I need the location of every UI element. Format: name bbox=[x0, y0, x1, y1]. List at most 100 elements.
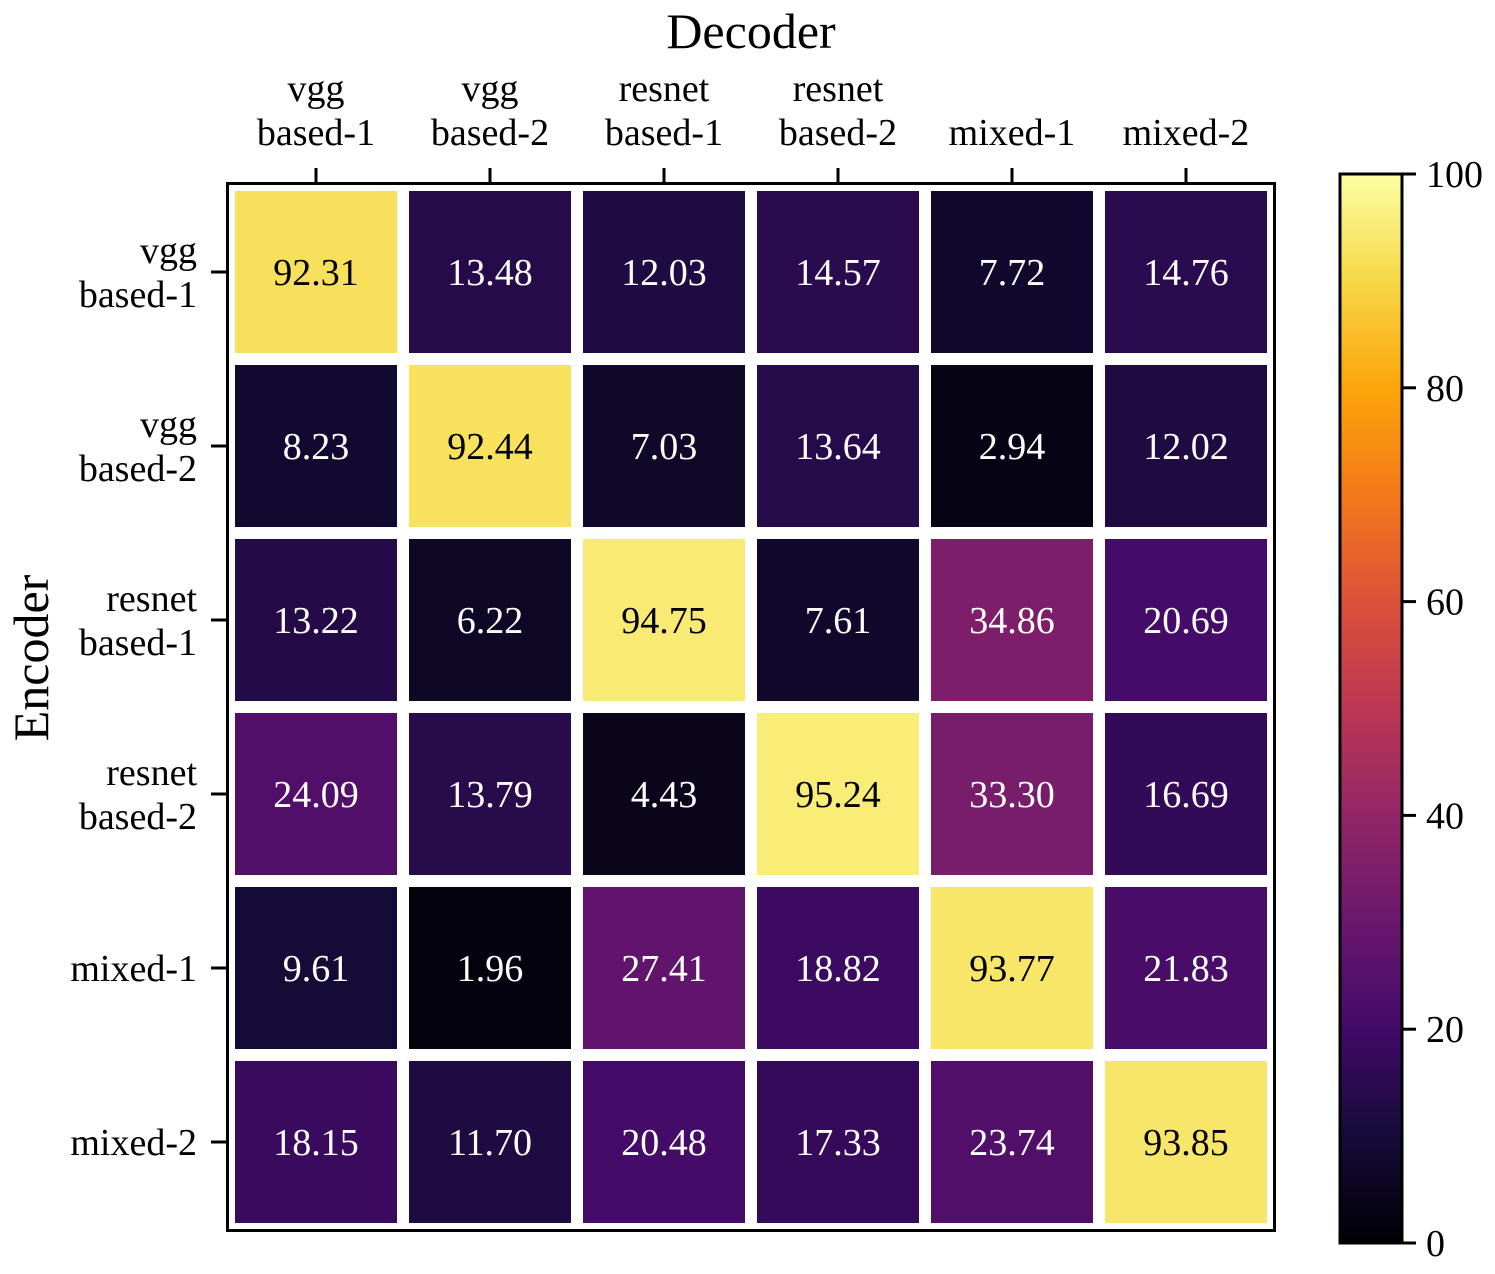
cell-value-label: 17.33 bbox=[795, 1122, 881, 1164]
colorbar-ticks: 0 20 40 60 80 100 bbox=[1402, 154, 1483, 1265]
x-axis-title: Decoder bbox=[666, 3, 836, 59]
x-tick-label: based-2 bbox=[431, 112, 549, 154]
x-axis-ticks: vggbased-1vggbased-2resnetbased-1resnetb… bbox=[257, 68, 1249, 184]
cell-value-label: 13.79 bbox=[447, 774, 533, 816]
cell-value-label: 95.24 bbox=[795, 774, 881, 816]
x-tick-label: resnet bbox=[619, 68, 710, 110]
colorbar-tick-label: 100 bbox=[1426, 154, 1483, 196]
cell-value-label: 93.77 bbox=[969, 948, 1055, 990]
heatmap-cell bbox=[583, 1061, 745, 1223]
heatmap-cell bbox=[1105, 713, 1267, 875]
y-tick-label: mixed-1 bbox=[70, 948, 197, 990]
heatmap-cell-labels: 92.31 13.48 12.03 14.57 7.72 14.76 8.23 92.44 7.… bbox=[273, 252, 1229, 1164]
heatmap-cell bbox=[1105, 539, 1267, 701]
heatmap-cell bbox=[235, 1061, 397, 1223]
heatmap-cell bbox=[931, 1061, 1093, 1223]
heatmap-cell bbox=[409, 365, 571, 527]
x-tick-label: mixed-2 bbox=[1123, 112, 1250, 154]
heatmap-cells bbox=[235, 191, 1267, 1223]
cell-value-label: 4.43 bbox=[631, 774, 698, 816]
colorbar-tick-label: 20 bbox=[1426, 1009, 1464, 1051]
heatmap-cell bbox=[931, 887, 1093, 1049]
cell-value-label: 92.44 bbox=[447, 426, 533, 468]
heatmap-cell bbox=[931, 539, 1093, 701]
heatmap-cell bbox=[757, 365, 919, 527]
colorbar-tick-label: 60 bbox=[1426, 582, 1464, 624]
heatmap-cell bbox=[1105, 191, 1267, 353]
cell-value-label: 7.61 bbox=[805, 600, 872, 642]
cell-value-label: 33.30 bbox=[969, 774, 1055, 816]
cell-value-label: 18.15 bbox=[273, 1122, 359, 1164]
cell-value-label: 13.64 bbox=[795, 426, 881, 468]
cell-value-label: 13.22 bbox=[273, 600, 359, 642]
colorbar-tick-label: 0 bbox=[1426, 1223, 1445, 1265]
y-axis-ticks: vggbased-1vggbased-2resnetbased-1resnetb… bbox=[70, 230, 228, 1164]
cell-value-label: 8.23 bbox=[283, 426, 350, 468]
y-axis-title: Encoder bbox=[3, 574, 59, 741]
cell-value-label: 13.48 bbox=[447, 252, 533, 294]
cell-value-label: 7.03 bbox=[631, 426, 698, 468]
colorbar-frame bbox=[1338, 172, 1404, 1245]
colorbar-tick-label: 40 bbox=[1426, 795, 1464, 837]
heatmap-cell bbox=[235, 887, 397, 1049]
heatmap-cell bbox=[1105, 1061, 1267, 1223]
cell-value-label: 24.09 bbox=[273, 774, 359, 816]
heatmap-cell bbox=[235, 191, 397, 353]
cell-value-label: 1.96 bbox=[457, 948, 524, 990]
x-tick-label: based-2 bbox=[779, 112, 897, 154]
heatmap-cell bbox=[931, 191, 1093, 353]
cell-value-label: 11.70 bbox=[448, 1122, 532, 1164]
y-tick-label: resnet bbox=[106, 578, 197, 620]
y-tick-label: vgg bbox=[140, 230, 197, 272]
plot-frame bbox=[226, 182, 1276, 1232]
heatmap-cell bbox=[757, 887, 919, 1049]
heatmap-cell bbox=[409, 1061, 571, 1223]
heatmap-cell bbox=[409, 713, 571, 875]
cell-value-label: 34.86 bbox=[969, 600, 1055, 642]
y-tick-label: based-1 bbox=[79, 622, 197, 664]
y-tick-label: mixed-2 bbox=[70, 1122, 197, 1164]
y-tick-label: resnet bbox=[106, 752, 197, 794]
cell-value-label: 12.02 bbox=[1143, 426, 1229, 468]
heatmap-cell bbox=[583, 365, 745, 527]
cell-value-label: 94.75 bbox=[621, 600, 707, 642]
cell-value-label: 9.61 bbox=[283, 948, 350, 990]
cell-value-label: 20.48 bbox=[621, 1122, 707, 1164]
heatmap-cell bbox=[409, 887, 571, 1049]
heatmap-cell bbox=[931, 713, 1093, 875]
y-tick-label: based-1 bbox=[79, 274, 197, 316]
cell-value-label: 27.41 bbox=[621, 948, 707, 990]
heatmap-cell bbox=[931, 365, 1093, 527]
cell-value-label: 14.76 bbox=[1143, 252, 1229, 294]
cell-value-label: 21.83 bbox=[1143, 948, 1229, 990]
heatmap-cell bbox=[757, 191, 919, 353]
colorbar-tick-label: 80 bbox=[1426, 368, 1464, 410]
heatmap-cell bbox=[1105, 887, 1267, 1049]
heatmap-cell bbox=[583, 191, 745, 353]
x-tick-label: vgg bbox=[288, 68, 345, 110]
cell-value-label: 93.85 bbox=[1143, 1122, 1229, 1164]
y-tick-label: based-2 bbox=[79, 796, 197, 838]
x-tick-label: based-1 bbox=[605, 112, 723, 154]
x-tick-label: mixed-1 bbox=[949, 112, 1076, 154]
heatmap-cell bbox=[583, 887, 745, 1049]
cell-value-label: 23.74 bbox=[969, 1122, 1055, 1164]
heatmap-cell bbox=[757, 539, 919, 701]
heatmap-cell bbox=[235, 539, 397, 701]
cell-value-label: 92.31 bbox=[273, 252, 359, 294]
cell-value-label: 6.22 bbox=[457, 600, 524, 642]
heatmap-cell bbox=[757, 1061, 919, 1223]
heatmap-cell bbox=[235, 713, 397, 875]
colorbar: 0 20 40 60 80 100 bbox=[1338, 154, 1483, 1265]
y-tick-label: vgg bbox=[140, 404, 197, 446]
y-tick-label: based-2 bbox=[79, 448, 197, 490]
cell-value-label: 7.72 bbox=[979, 252, 1046, 294]
heatmap-cell bbox=[1105, 365, 1267, 527]
cell-value-label: 16.69 bbox=[1143, 774, 1229, 816]
x-tick-label: resnet bbox=[793, 68, 884, 110]
x-tick-label: vgg bbox=[462, 68, 519, 110]
cell-value-label: 2.94 bbox=[979, 426, 1046, 468]
heatmap-cell bbox=[409, 539, 571, 701]
cell-value-label: 12.03 bbox=[621, 252, 707, 294]
